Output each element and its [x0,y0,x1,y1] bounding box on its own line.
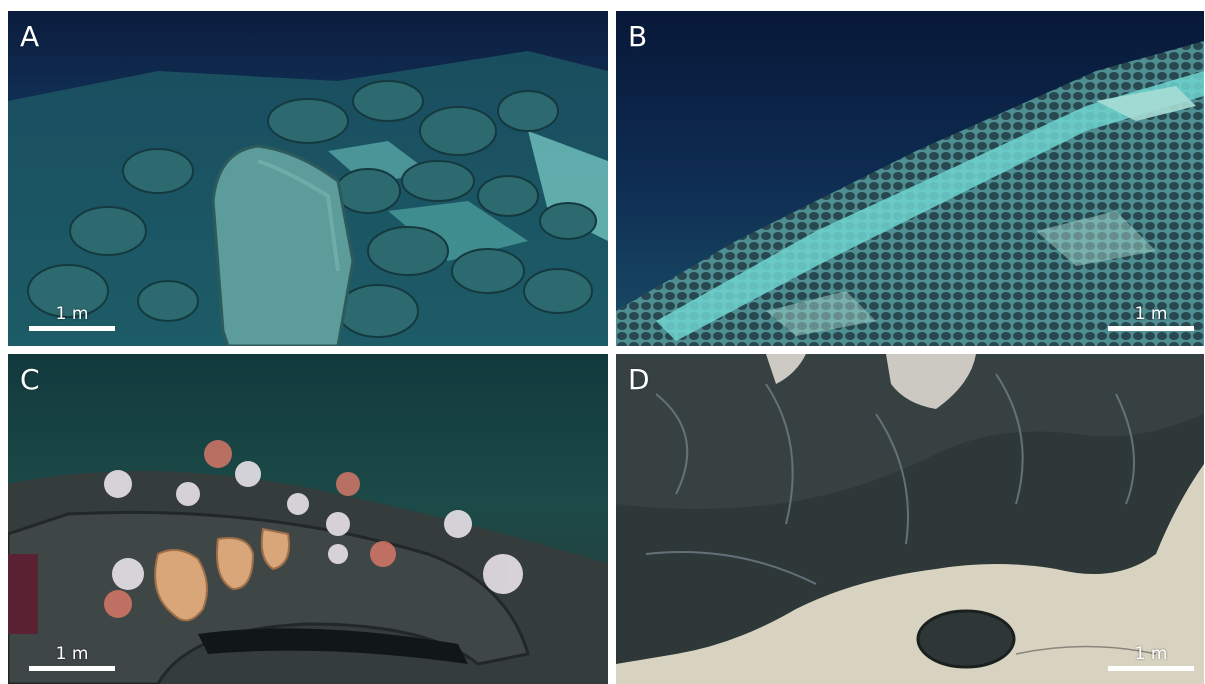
nodule-field-image [616,11,1204,346]
scale-bar: 1 m [29,645,115,671]
scale-label: 1 m [1134,304,1168,324]
scale-label: 1 m [55,304,89,324]
panel-c: C 1 m [8,354,608,684]
panel-label: B [628,20,648,53]
scale-line [1108,326,1194,331]
scale-line [29,326,115,331]
panel-b: B 1 m [616,11,1204,346]
panel-label: C [20,363,40,396]
coral-sponge-image [8,354,608,684]
crust-pavement-image [616,354,1204,684]
scale-bar: 1 m [1108,305,1194,331]
panel-label: D [628,363,650,396]
scale-bar: 1 m [29,305,115,331]
scale-line [29,666,115,671]
panel-d: D 1 m [616,354,1204,684]
scale-line [1108,666,1194,671]
scale-label: 1 m [1134,644,1168,664]
scale-bar: 1 m [1108,645,1194,671]
boulder-field-image [8,11,608,346]
panel-label: A [20,20,40,53]
panel-a: A 1 m [8,11,608,346]
scale-label: 1 m [55,644,89,664]
